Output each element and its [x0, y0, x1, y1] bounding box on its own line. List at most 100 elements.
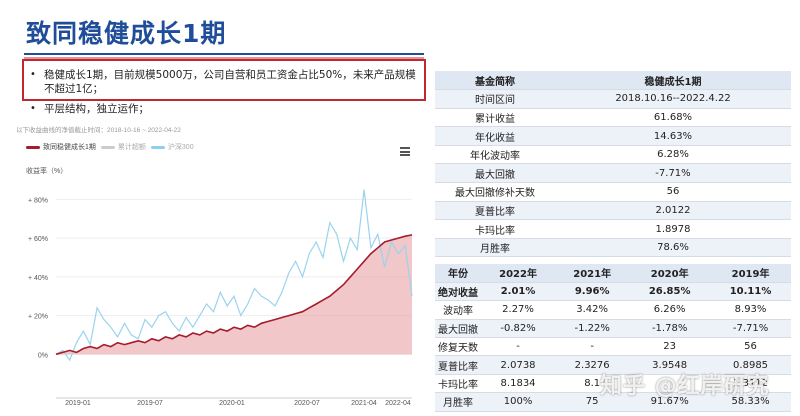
table-cell: 累计收益 — [435, 108, 555, 128]
header-cell: 2020年 — [629, 264, 711, 283]
table-cell: 夏普比率 — [435, 355, 481, 375]
x-tick-label: 2020-07 — [294, 400, 320, 407]
table-cell: - — [555, 337, 630, 357]
metrics-header-row: 基金简称 稳健成长1期 — [435, 71, 791, 91]
table-cell: 波动率 — [435, 300, 481, 320]
table-cell: 2.3276 — [555, 355, 630, 375]
table-row: 卡玛比率 1.8978 — [435, 219, 791, 239]
table-cell: 100% — [481, 392, 556, 412]
performance-chart: 0% + 20% + 40% + 60% + 80% 2019-01 2019-07 2020… — [28, 189, 413, 407]
yearly-table: 年份 2022年 2021年 2020年 2019年 绝对收益 2.01% 9.96% 26.8… — [435, 264, 791, 412]
y-tick-label: + 20% — [28, 314, 48, 321]
x-tick-label: 2021-04 — [351, 400, 377, 407]
table-row: 月胜率 78.6% — [435, 238, 791, 258]
table-row: 卡玛比率 8.1834 8.1 1.3112 — [435, 374, 791, 394]
table-row: 时间区间 2018.10.16--2022.4.22 — [435, 89, 791, 109]
table-row: 月胜率 100% 75 91.67% 58.33% — [435, 392, 791, 412]
header-cell: 2022年 — [481, 264, 556, 283]
table-row: 修复天数 - -23 56 — [435, 337, 791, 357]
table-cell: 卡玛比率 — [435, 219, 555, 239]
chart-note: 以下收益曲线的净值截止时间：2018-10-16 ~ 2022-04-22 — [16, 127, 181, 134]
legend-swatch — [26, 145, 40, 149]
y-tick-label: 0% — [38, 352, 48, 359]
table-cell: 2.01% — [481, 282, 556, 302]
table-cell: - — [481, 337, 556, 357]
y-axis-label: 收益率（%） — [26, 168, 68, 175]
table-cell: 1.8978 — [555, 219, 791, 239]
bullet-dot-icon: • — [30, 103, 36, 114]
legend-swatch — [150, 145, 165, 149]
table-cell: 最大回撤修补天数 — [435, 182, 555, 202]
bullet-item: • 稳健成长1期，目前规模5000万，公司自营和员工资金占比50%，未来产品规模… — [30, 69, 416, 95]
menu-icon[interactable] — [400, 147, 410, 156]
table-cell: 年化收益 — [435, 126, 555, 146]
table-cell: 绝对收益 — [435, 282, 481, 302]
table-cell — [629, 374, 711, 394]
table-cell: 2.0738 — [481, 355, 556, 375]
table-cell: -1.78% — [629, 319, 711, 339]
table-cell: 0.8985 — [710, 355, 791, 375]
table-row: 绝对收益 2.01% 9.96% 26.85% 10.11% — [435, 282, 791, 302]
x-tick-label: 2019-01 — [65, 400, 91, 407]
header-cell: 年份 — [435, 264, 481, 283]
y-tick-label: + 60% — [28, 236, 48, 243]
table-row: 年化收益 14.63% — [435, 126, 791, 146]
table-cell: -1.22% — [555, 319, 630, 339]
table-row: 年化波动率 6.28% — [435, 145, 791, 165]
watermark: 知乎 @红岸研究 — [600, 374, 770, 399]
table-cell: 修复天数 — [435, 337, 481, 357]
table-cell: 最大回撤 — [435, 319, 481, 339]
table-cell: 9.96% — [555, 282, 630, 302]
table-cell: 6.26% — [629, 300, 711, 320]
table-row: 累计收益 61.68% — [435, 108, 791, 128]
table-cell: 2.27% — [481, 300, 556, 320]
table-cell: 10.11% — [710, 282, 791, 302]
fund-area — [56, 234, 412, 355]
table-cell: 8.1 — [555, 374, 630, 394]
x-tick-label: 2019-07 — [137, 400, 163, 407]
metrics-table: 基金简称 稳健成长1期 时间区间 2018.10.16--2022.4.22 累计收益 6… — [435, 71, 791, 258]
highlight-box — [22, 59, 426, 101]
table-cell: 78.6% — [555, 238, 791, 258]
table-cell: 卡玛比率 — [435, 374, 481, 394]
table-cell: 夏普比率 — [435, 201, 555, 221]
table-cell: 8.93% — [710, 300, 791, 320]
table-row: 夏普比率 2.0738 2.3276 3.9548 0.8985 — [435, 355, 791, 375]
header-cell: 2019年 — [710, 264, 791, 283]
legend-item-fund[interactable]: 致同稳健成长1期 — [26, 142, 96, 152]
table-cell: 26.85% — [629, 282, 711, 302]
bullet-item: • 平层结构，独立运作； — [30, 103, 149, 115]
table-cell: 2018.10.16--2022.4.22 — [555, 89, 791, 109]
table-cell: -0.82% — [481, 319, 556, 339]
table-cell: 月胜率 — [435, 238, 555, 258]
x-tick-label: 2022-04 — [385, 400, 411, 407]
table-cell: -7.71% — [710, 319, 791, 339]
table-cell: 月胜率 — [435, 392, 481, 412]
table-cell: 1.3112 — [710, 374, 791, 394]
table-cell: 58.33% — [710, 392, 791, 412]
yearly-header-row: 年份 2022年 2021年 2020年 2019年 — [435, 264, 791, 283]
legend-item-excess[interactable]: 累计超额 — [100, 142, 146, 152]
table-cell: 6.28% — [555, 145, 791, 165]
y-tick-label: + 40% — [28, 275, 48, 282]
table-cell: 3.9548 — [629, 355, 711, 375]
table-row: 最大回撤修补天数 56 — [435, 182, 791, 202]
header-cell: 2021年 — [555, 264, 630, 283]
legend-item-index[interactable]: 沪深300 — [150, 142, 194, 152]
chart-legend: 致同稳健成长1期 累计超额 沪深300 — [26, 142, 194, 152]
header-cell: 基金简称 — [435, 71, 555, 91]
table-cell: 14.63% — [555, 126, 791, 146]
table-row: 最大回撤 -7.71% — [435, 163, 791, 184]
table-cell: 91.67% — [629, 392, 711, 412]
table-cell: 3.42% — [555, 300, 630, 320]
table-row: 最大回撤 -0.82% -1.22% -1.78% -7.71% — [435, 319, 791, 339]
table-cell: 61.68% — [555, 108, 791, 128]
table-cell: 年化波动率 — [435, 145, 555, 165]
page-title: 致同稳健成长1期 — [26, 19, 227, 48]
table-cell: 23 — [629, 337, 711, 357]
header-cell: 稳健成长1期 — [555, 71, 791, 91]
table-row: 波动率 2.27% 3.42% 6.26% 8.93% — [435, 300, 791, 320]
series-line-index — [55, 189, 413, 362]
title-underline — [24, 53, 424, 59]
x-tick-label: 2020-01 — [219, 400, 245, 407]
